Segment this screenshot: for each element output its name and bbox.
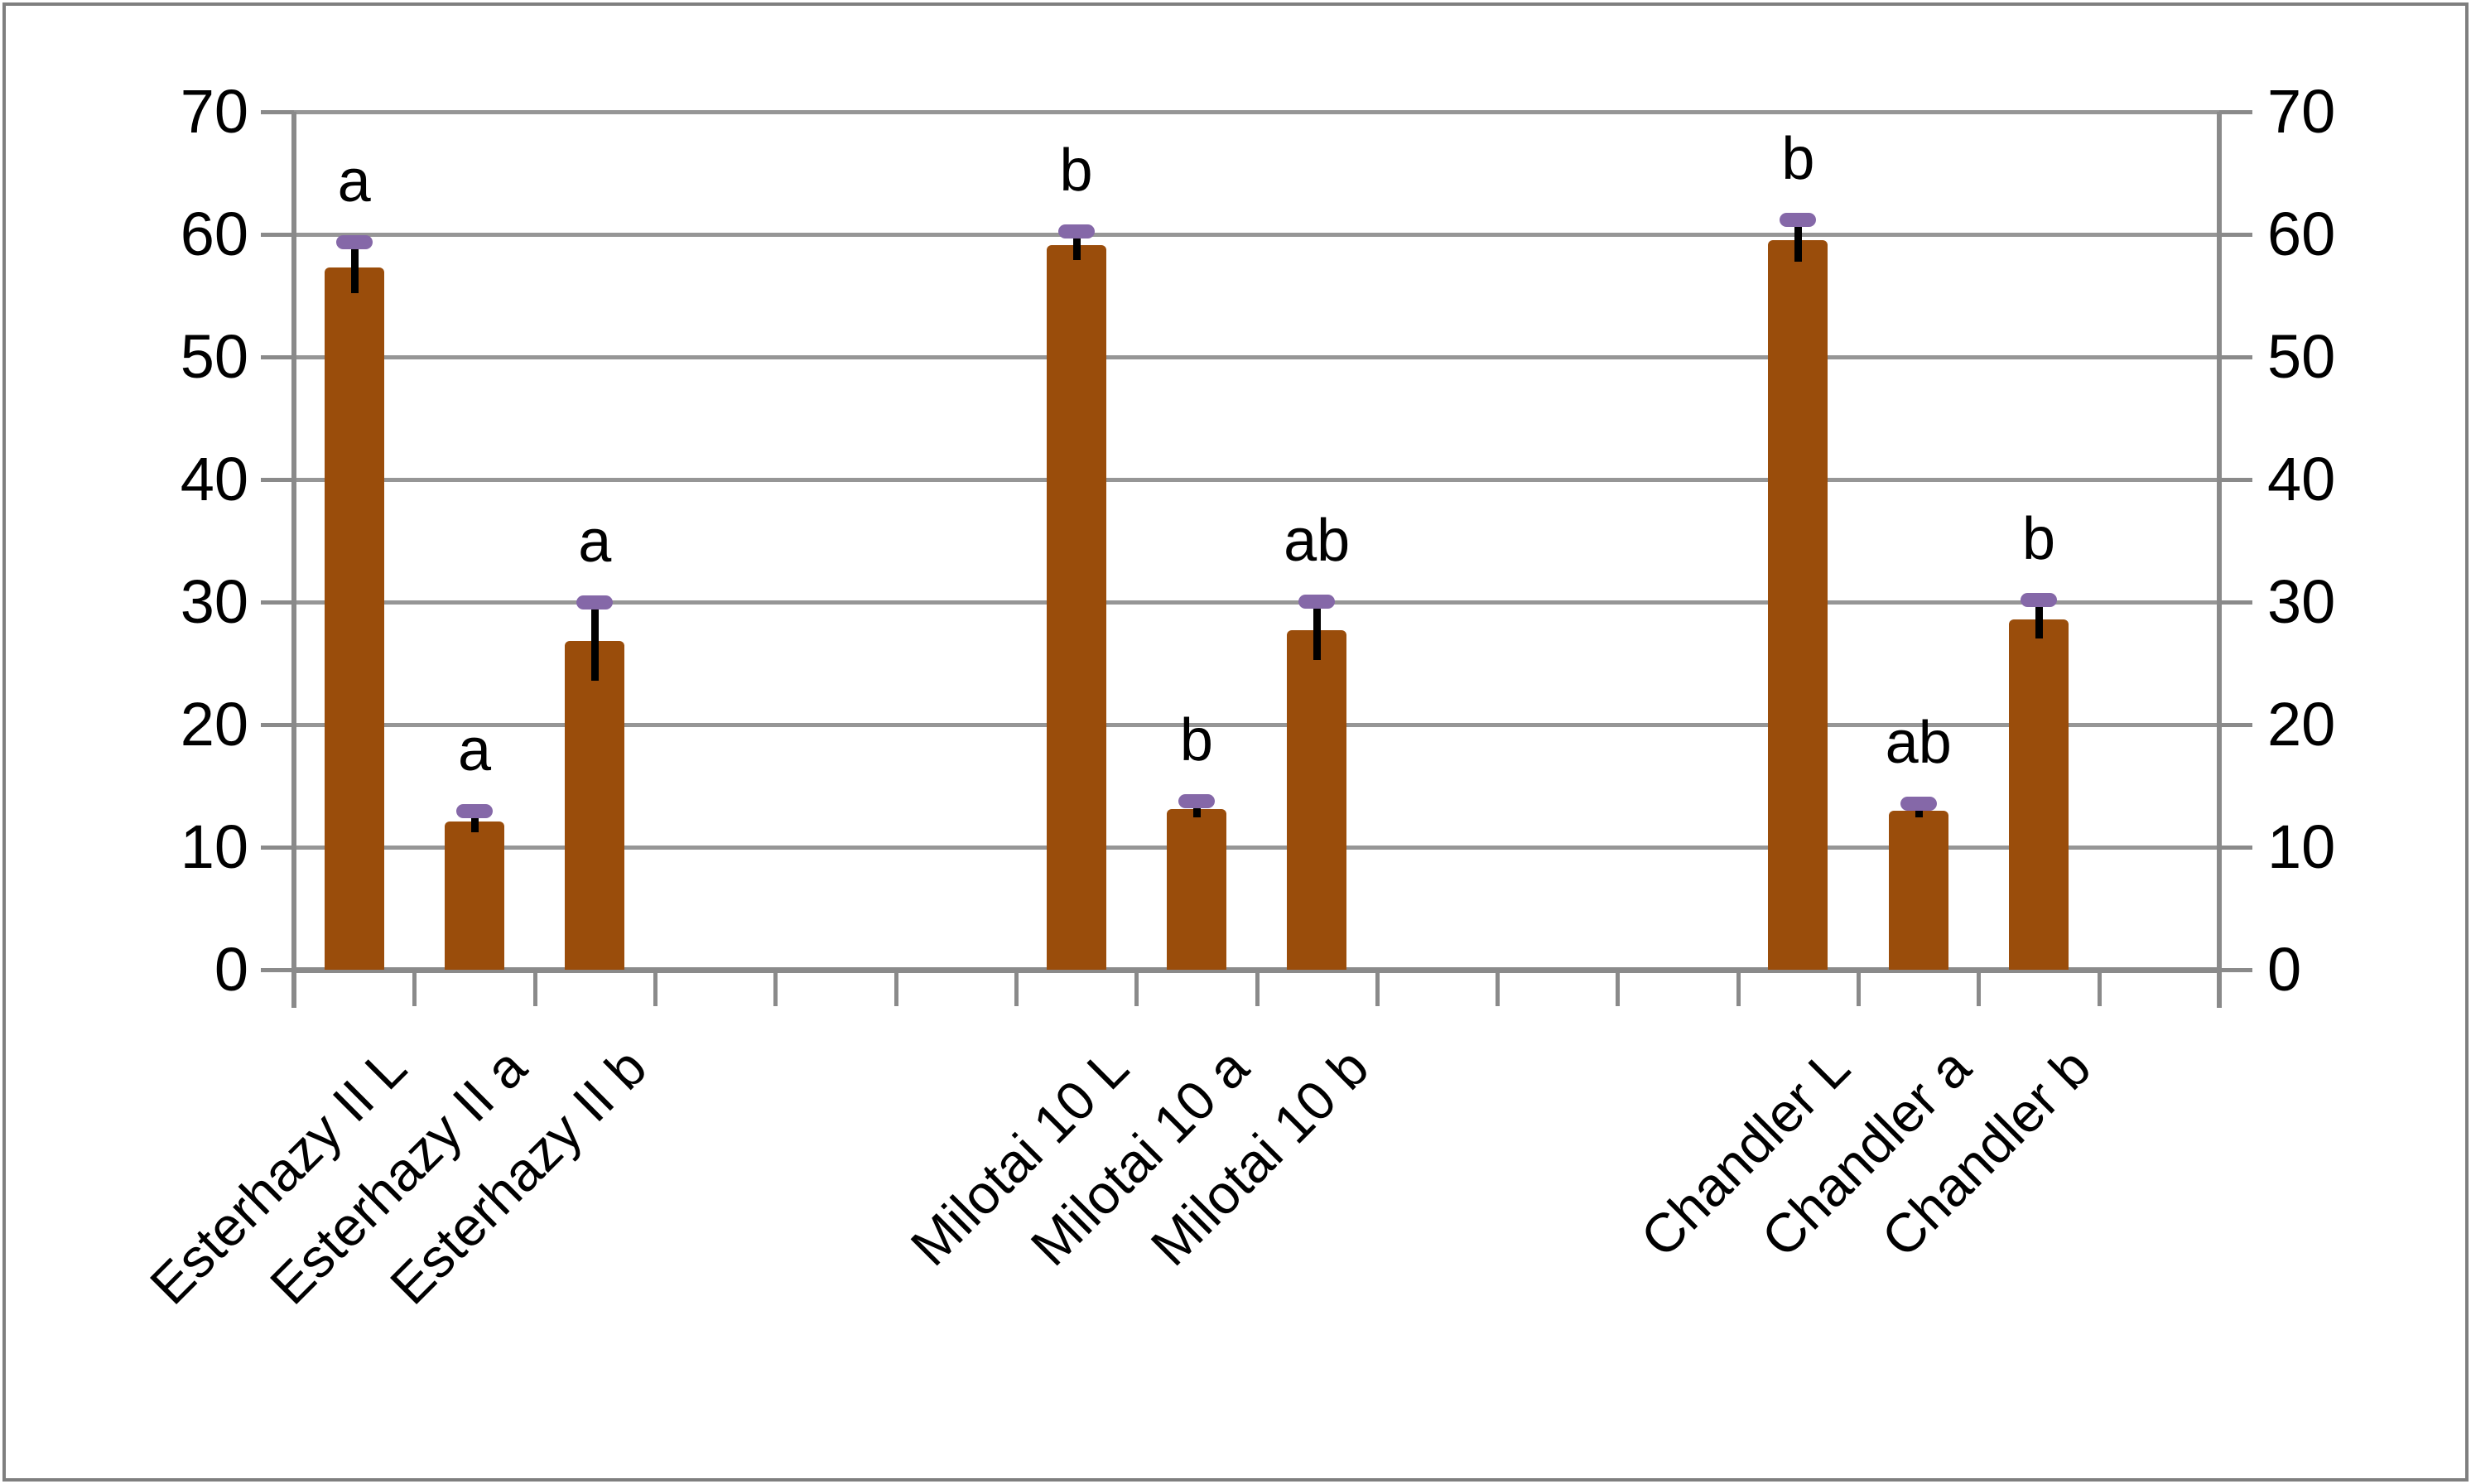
y-axis-label-right: 50 <box>2267 322 2336 391</box>
error-bar-line <box>2035 600 2044 639</box>
x-tick <box>1255 970 1260 1006</box>
x-tick <box>1736 970 1741 1006</box>
bar <box>324 267 384 970</box>
x-tick <box>1616 970 1621 1006</box>
y-tick-right <box>2219 723 2252 727</box>
y-axis-label-left: 0 <box>214 935 248 1004</box>
x-tick <box>1014 970 1019 1006</box>
error-bar-cap <box>1178 793 1215 808</box>
gridline <box>294 846 2219 850</box>
error-bar-cap <box>576 595 614 610</box>
x-tick <box>532 970 537 1006</box>
significance-letter: a <box>457 716 491 783</box>
gridline <box>294 355 2219 359</box>
bar <box>1287 630 1347 970</box>
y-tick-left <box>261 968 294 972</box>
error-bar-line <box>350 241 359 294</box>
error-bar-line <box>1794 219 1803 262</box>
gridline <box>294 478 2219 482</box>
x-tick <box>773 970 778 1006</box>
bar <box>444 821 504 970</box>
x-tick <box>1134 970 1139 1006</box>
bar <box>1888 810 1948 970</box>
y-tick-left <box>261 110 294 114</box>
x-tick <box>1857 970 1862 1006</box>
y-tick-left <box>261 355 294 359</box>
error-bar-cap <box>1780 213 1817 228</box>
y-axis-label-right: 60 <box>2267 200 2336 268</box>
error-bar-cap <box>1900 796 1937 811</box>
x-tick <box>1496 970 1500 1006</box>
y-axis-line-left <box>291 112 296 1008</box>
significance-letter: ab <box>1885 709 1952 776</box>
x-tick <box>1375 970 1380 1006</box>
gridline <box>294 723 2219 727</box>
y-tick-right <box>2219 846 2252 850</box>
significance-letter: a <box>578 508 612 575</box>
error-bar-line <box>1313 600 1322 660</box>
significance-letter: b <box>1179 706 1213 773</box>
y-axis-line-right <box>2217 112 2222 1008</box>
bar <box>1768 240 1828 970</box>
bar <box>2009 619 2069 970</box>
significance-letter: b <box>2022 506 2056 573</box>
x-tick <box>2097 970 2102 1006</box>
significance-letter: ab <box>1284 507 1351 574</box>
y-axis-label-left: 40 <box>180 445 248 513</box>
bar <box>565 641 625 970</box>
error-bar-cap <box>1057 224 1095 238</box>
x-tick <box>894 970 898 1006</box>
y-axis-label-left: 50 <box>180 322 248 391</box>
x-tick <box>412 970 417 1006</box>
bar <box>1046 245 1106 970</box>
y-axis-label-left: 30 <box>180 567 248 636</box>
y-tick-left <box>261 478 294 482</box>
gridline <box>294 110 2219 114</box>
x-tick <box>653 970 657 1006</box>
y-tick-right <box>2219 600 2252 605</box>
y-axis-label-left: 70 <box>180 77 248 146</box>
y-tick-right <box>2219 233 2252 237</box>
y-tick-left <box>261 600 294 605</box>
significance-letter: b <box>1781 126 1815 193</box>
y-tick-left <box>261 723 294 727</box>
y-axis-label-left: 10 <box>180 812 248 881</box>
y-axis-label-right: 10 <box>2267 812 2336 881</box>
y-tick-left <box>261 846 294 850</box>
y-tick-right <box>2219 968 2252 972</box>
error-bar-cap <box>455 803 493 818</box>
error-bar-line <box>470 810 479 833</box>
error-bar-cap <box>2021 593 2058 608</box>
y-axis-label-left: 20 <box>180 690 248 759</box>
y-tick-right <box>2219 110 2252 114</box>
error-bar-line <box>1192 800 1201 818</box>
y-tick-right <box>2219 355 2252 359</box>
gridline <box>294 600 2219 605</box>
y-axis-label-right: 20 <box>2267 690 2336 759</box>
y-axis-label-left: 60 <box>180 200 248 268</box>
y-axis-label-right: 40 <box>2267 445 2336 513</box>
significance-letter: a <box>337 147 371 214</box>
gridline <box>294 233 2219 237</box>
y-tick-left <box>261 233 294 237</box>
error-bar-cap <box>335 234 373 249</box>
x-tick <box>1977 970 1982 1006</box>
y-axis-label-right: 30 <box>2267 567 2336 636</box>
bar <box>1166 809 1226 970</box>
y-tick-right <box>2219 478 2252 482</box>
y-axis-label-right: 0 <box>2267 935 2302 1004</box>
significance-letter: b <box>1059 137 1093 204</box>
error-bar-line <box>591 602 600 681</box>
y-axis-label-right: 70 <box>2267 77 2336 146</box>
error-bar-line <box>1072 230 1081 261</box>
error-bar-cap <box>1298 594 1336 609</box>
